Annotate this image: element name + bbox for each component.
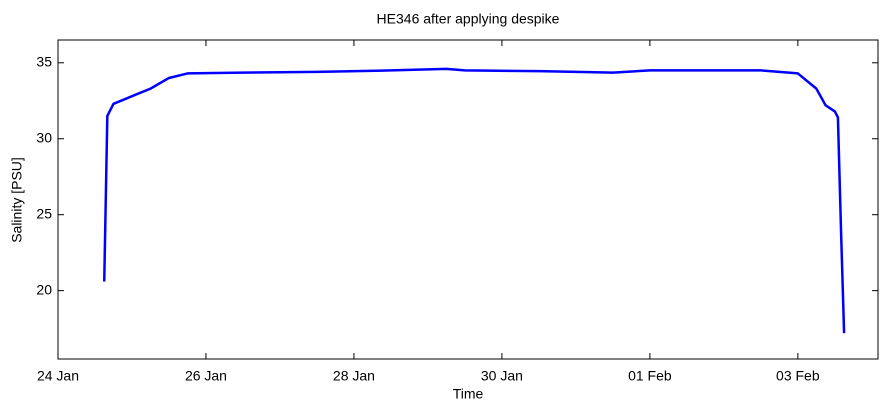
chart-title: HE346 after applying despike: [377, 11, 560, 27]
y-tick-label: 30: [36, 129, 52, 145]
x-tick-label: 26 Jan: [185, 368, 227, 384]
data-line: [102, 67, 846, 334]
x-tick-label: 28 Jan: [333, 368, 375, 384]
y-axis-label: Salinity [PSU]: [9, 157, 25, 243]
x-axis-label: Time: [453, 386, 484, 402]
x-tick-label: 01 Feb: [628, 368, 672, 384]
axes-box: [57, 39, 879, 360]
y-tick-label: 25: [36, 205, 52, 221]
y-tick-label: 20: [36, 281, 52, 297]
x-tick-label: 24 Jan: [37, 368, 79, 384]
x-tick-label: 30 Jan: [481, 368, 523, 384]
x-tick-label: 03 Feb: [776, 368, 820, 384]
y-tick-label: 35: [36, 53, 52, 69]
